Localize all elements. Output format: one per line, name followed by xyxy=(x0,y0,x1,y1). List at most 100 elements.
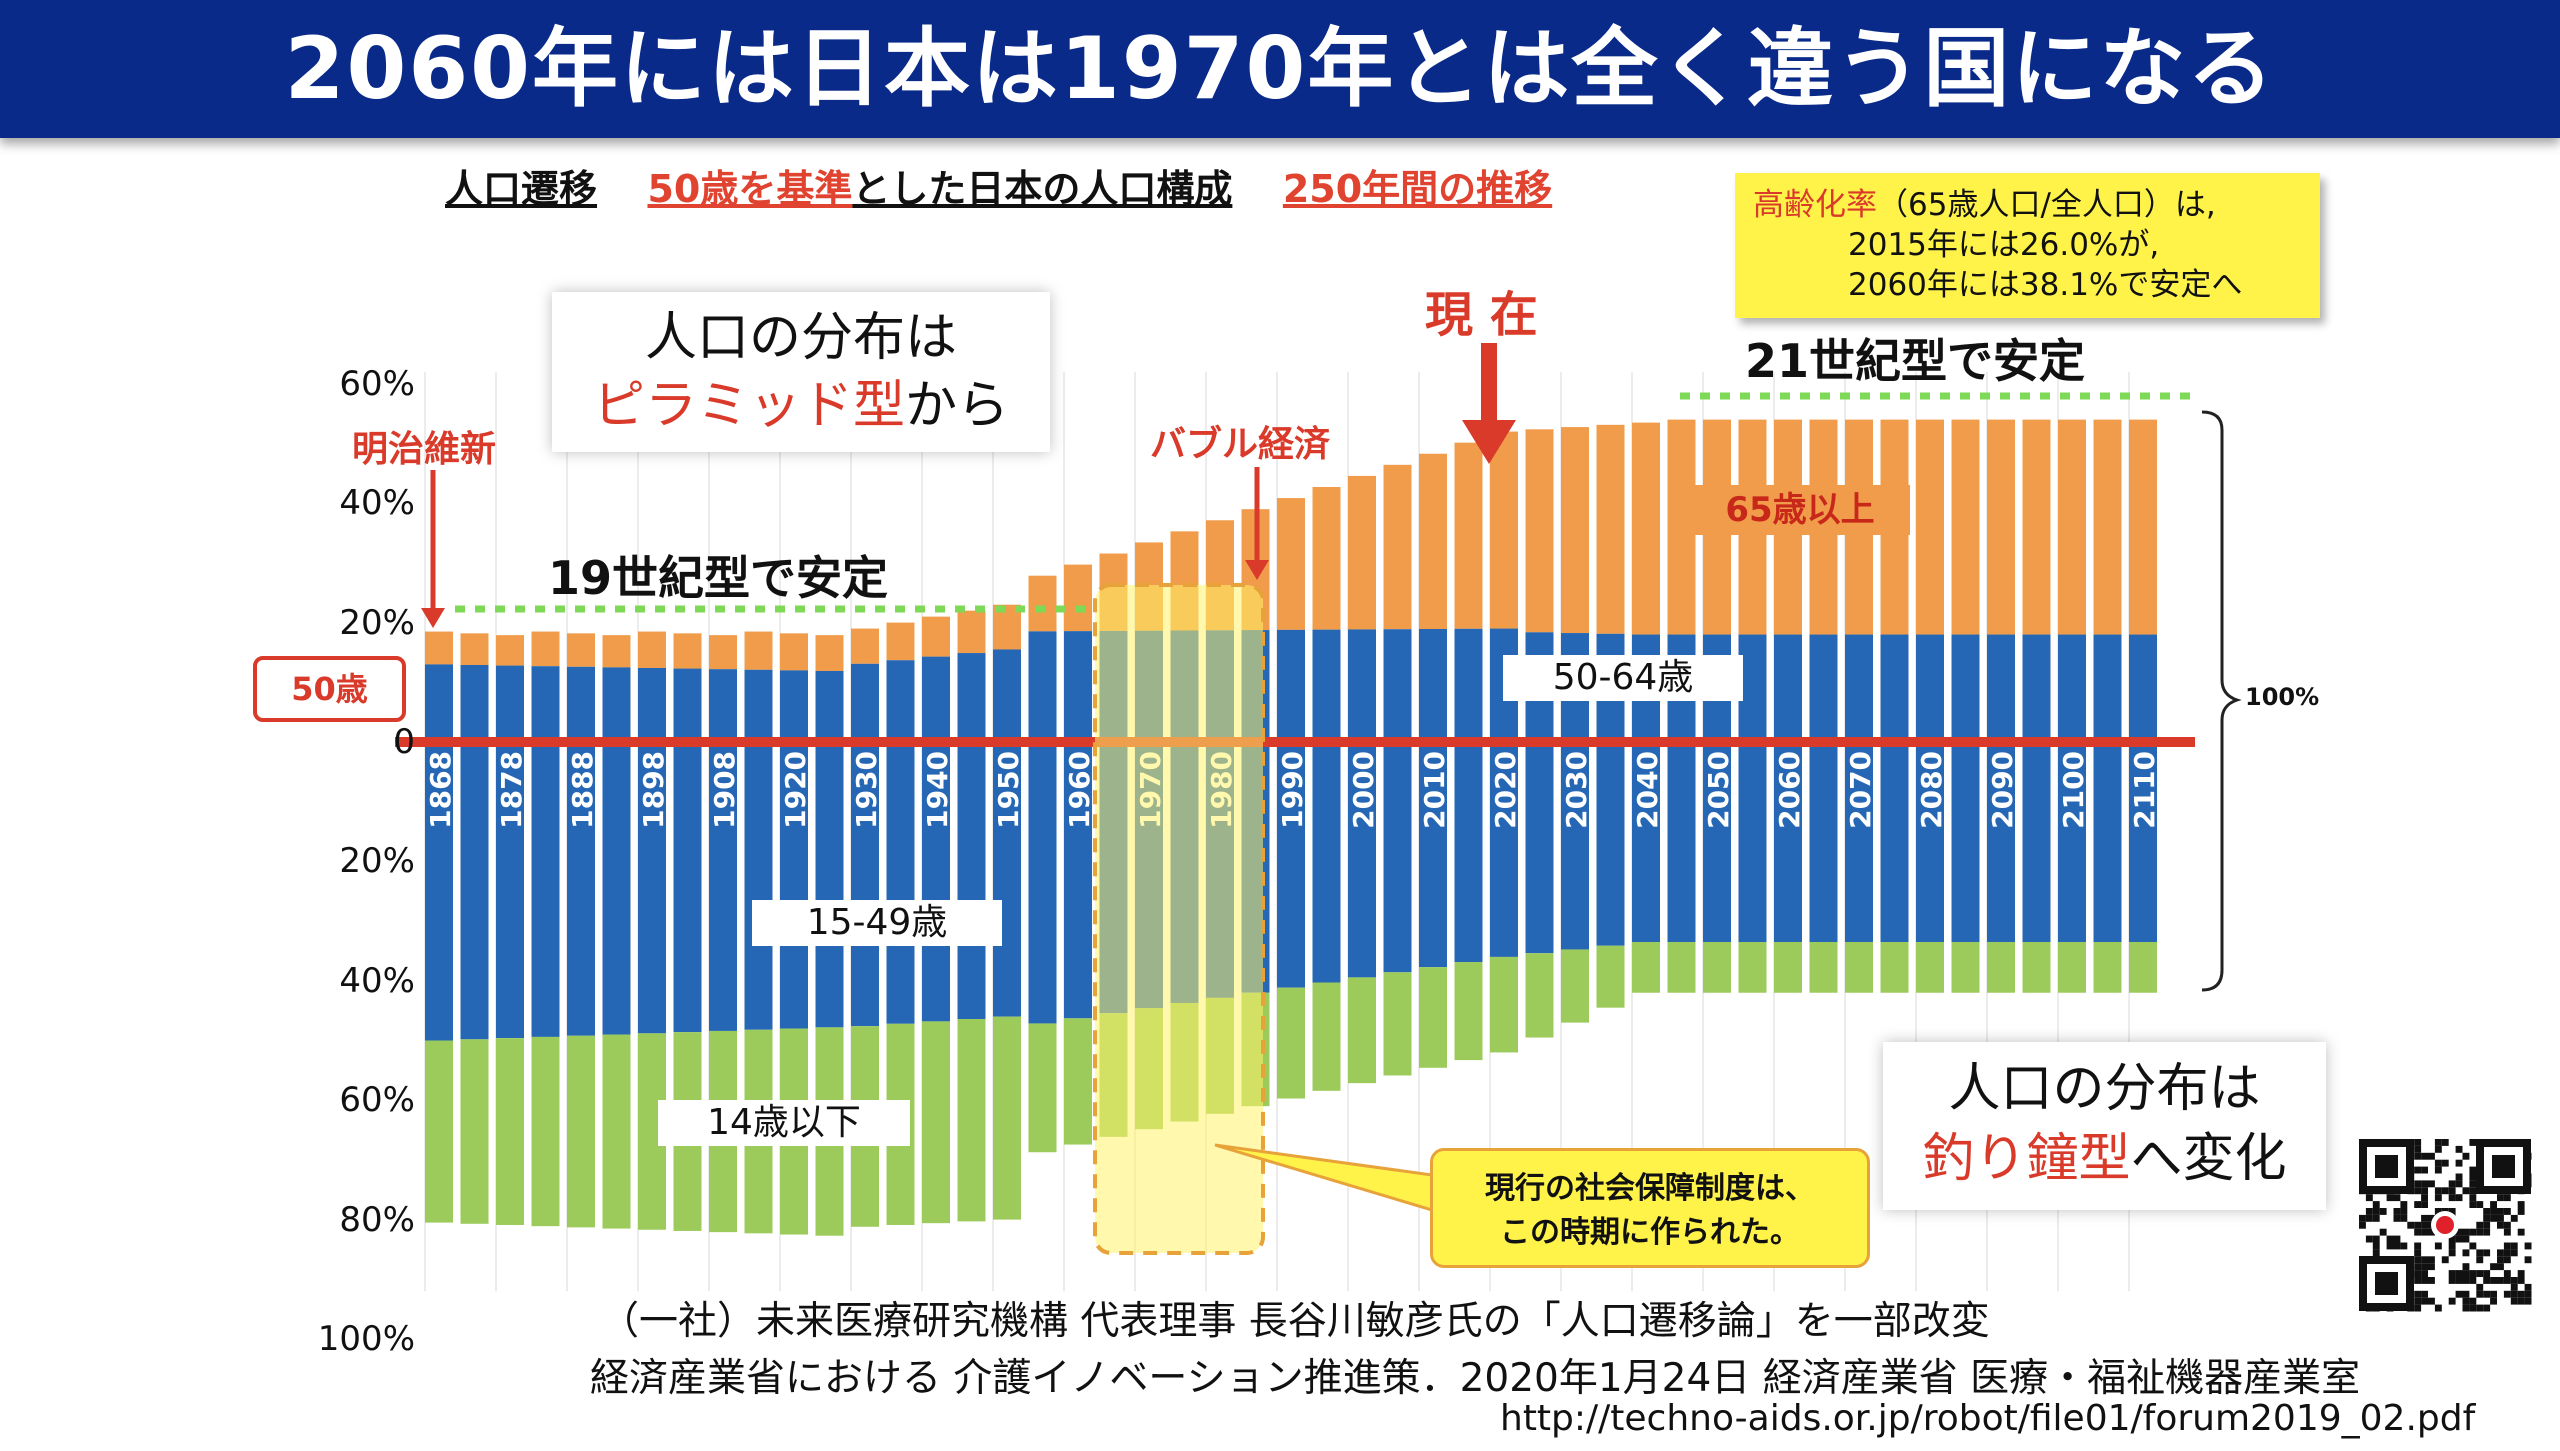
bar-over65 xyxy=(1454,442,1483,629)
qr-finder-core xyxy=(2375,1272,2398,1295)
y-tick-label: 80% xyxy=(339,1199,415,1240)
y-tick-label: 0 xyxy=(393,722,415,762)
qr-cell xyxy=(2503,1270,2511,1277)
qr-cell xyxy=(2524,1297,2532,1305)
qr-cell xyxy=(2372,1242,2380,1250)
qr-cell xyxy=(2476,1270,2484,1277)
bar-under14 xyxy=(1774,941,1802,993)
tick-label: 1868 xyxy=(424,751,457,829)
title-banner: 2060年には日本は1970年とは全く違う国になる xyxy=(0,0,2560,138)
source-line1: （一社）未来医療研究機構 代表理事 長谷川敏彦氏の「人口遷移論」を一部改変 xyxy=(600,1299,1990,1344)
bar-15-49 xyxy=(709,742,737,1031)
bar-15-49 xyxy=(780,742,808,1029)
qr-cell xyxy=(2434,1304,2442,1312)
qr-cell xyxy=(2428,1277,2435,1284)
bar-over65 xyxy=(1632,422,1660,635)
y-tick-label: 40% xyxy=(339,960,415,1001)
pyramid-suffix: から xyxy=(905,376,1010,436)
bar-over65 xyxy=(709,635,737,670)
bar-under14 xyxy=(460,1039,489,1224)
qr-cell xyxy=(2469,1139,2477,1146)
bar-50-64 xyxy=(851,663,879,742)
qr-cell xyxy=(2372,1249,2380,1257)
bell-type: 釣り鐘型 xyxy=(1922,1129,2131,1189)
subtitle-part1: 人口遷移 xyxy=(445,167,598,211)
bar-under14 xyxy=(1596,945,1625,1008)
qr-cell xyxy=(2365,1214,2373,1222)
bar-over65 xyxy=(638,631,666,668)
qr-cell xyxy=(2483,1270,2491,1277)
qr-cell xyxy=(2414,1277,2422,1284)
qr-cell xyxy=(2483,1290,2491,1298)
qr-cell xyxy=(2400,1242,2408,1250)
qr-cell xyxy=(2441,1187,2449,1195)
qr-cell xyxy=(2469,1297,2477,1305)
bar-15-49 xyxy=(1632,742,1660,942)
bar-over65 xyxy=(780,633,808,671)
qr-cell xyxy=(2448,1242,2456,1250)
bar-50-64 xyxy=(567,666,595,742)
qr-cell xyxy=(2407,1221,2415,1229)
qr-cell xyxy=(2490,1201,2497,1208)
qr-cell xyxy=(2469,1277,2477,1284)
bar-over65 xyxy=(2129,419,2157,635)
aging-rate-2060: 2060年には38.1%で安定へ xyxy=(1848,267,2243,303)
fifty-baseline-label: 50歳 xyxy=(253,656,406,722)
bar-over65 xyxy=(1561,427,1589,634)
bar-15-49 xyxy=(1951,742,1980,942)
qr-cell xyxy=(2421,1201,2428,1208)
qr-cell xyxy=(2372,1201,2380,1208)
tick-label: 2040 xyxy=(1631,751,1664,829)
tick-label: 1960 xyxy=(1063,751,1096,829)
bar-under14 xyxy=(1490,956,1518,1053)
bar-under14 xyxy=(1703,941,1731,993)
bar-50-64 xyxy=(425,664,453,742)
bar-over65 xyxy=(815,635,844,671)
tick-label: 1990 xyxy=(1276,751,1309,829)
subtitle-part4: 250年間の推移 xyxy=(1282,167,1553,211)
qr-cell xyxy=(2510,1249,2518,1257)
qr-cell xyxy=(2455,1228,2463,1236)
qr-cell xyxy=(2497,1208,2504,1215)
pyramid-box: 人口の分布は ピラミッド型から xyxy=(552,292,1050,452)
qr-cell xyxy=(2462,1228,2470,1236)
qr-cell xyxy=(2421,1270,2428,1277)
bar-under14 xyxy=(957,1019,986,1222)
qr-cell xyxy=(2434,1208,2442,1215)
qr-cell xyxy=(2393,1242,2401,1250)
bar-50-64 xyxy=(2129,634,2157,742)
qr-cell xyxy=(2497,1221,2504,1229)
qr-cell xyxy=(2421,1256,2428,1264)
pyramid-line1: 人口の分布は xyxy=(644,308,957,368)
qr-cell xyxy=(2476,1201,2484,1208)
bar-15-49 xyxy=(1490,742,1518,957)
qr-cell xyxy=(2490,1208,2497,1215)
qr-cell xyxy=(2469,1270,2477,1277)
qr-cell xyxy=(2517,1208,2525,1215)
label-over65: 65歳以上 xyxy=(1690,485,1910,535)
bar-15-49 xyxy=(886,742,915,1024)
qr-cell xyxy=(2359,1221,2366,1229)
hundred-label: 100% xyxy=(2245,683,2320,711)
bar-15-49 xyxy=(1809,742,1838,942)
bar-under14 xyxy=(1064,1018,1092,1145)
bar-15-49 xyxy=(1525,742,1554,954)
bar-15-49 xyxy=(1738,742,1767,942)
bar-15-49 xyxy=(1277,742,1305,988)
bar-under14 xyxy=(922,1021,950,1224)
bar-15-49 xyxy=(2022,742,2051,942)
qr-cell xyxy=(2455,1159,2463,1167)
bar-50-64 xyxy=(709,669,737,742)
bar-over65 xyxy=(1525,429,1554,633)
qr-cell xyxy=(2462,1297,2470,1305)
qr-cell xyxy=(2469,1304,2477,1312)
bar-over65 xyxy=(1277,498,1305,630)
pyramid-type: ピラミッド型 xyxy=(592,376,905,436)
subtitle-part3: とした日本の人口構成 xyxy=(852,167,1233,211)
qr-cell xyxy=(2434,1166,2442,1174)
qr-cell xyxy=(2393,1194,2401,1202)
qr-cell xyxy=(2503,1277,2511,1284)
aging-rate-term: 高齢化率 xyxy=(1753,187,1877,223)
qr-cell xyxy=(2503,1249,2511,1257)
bar-over65 xyxy=(1348,475,1376,630)
